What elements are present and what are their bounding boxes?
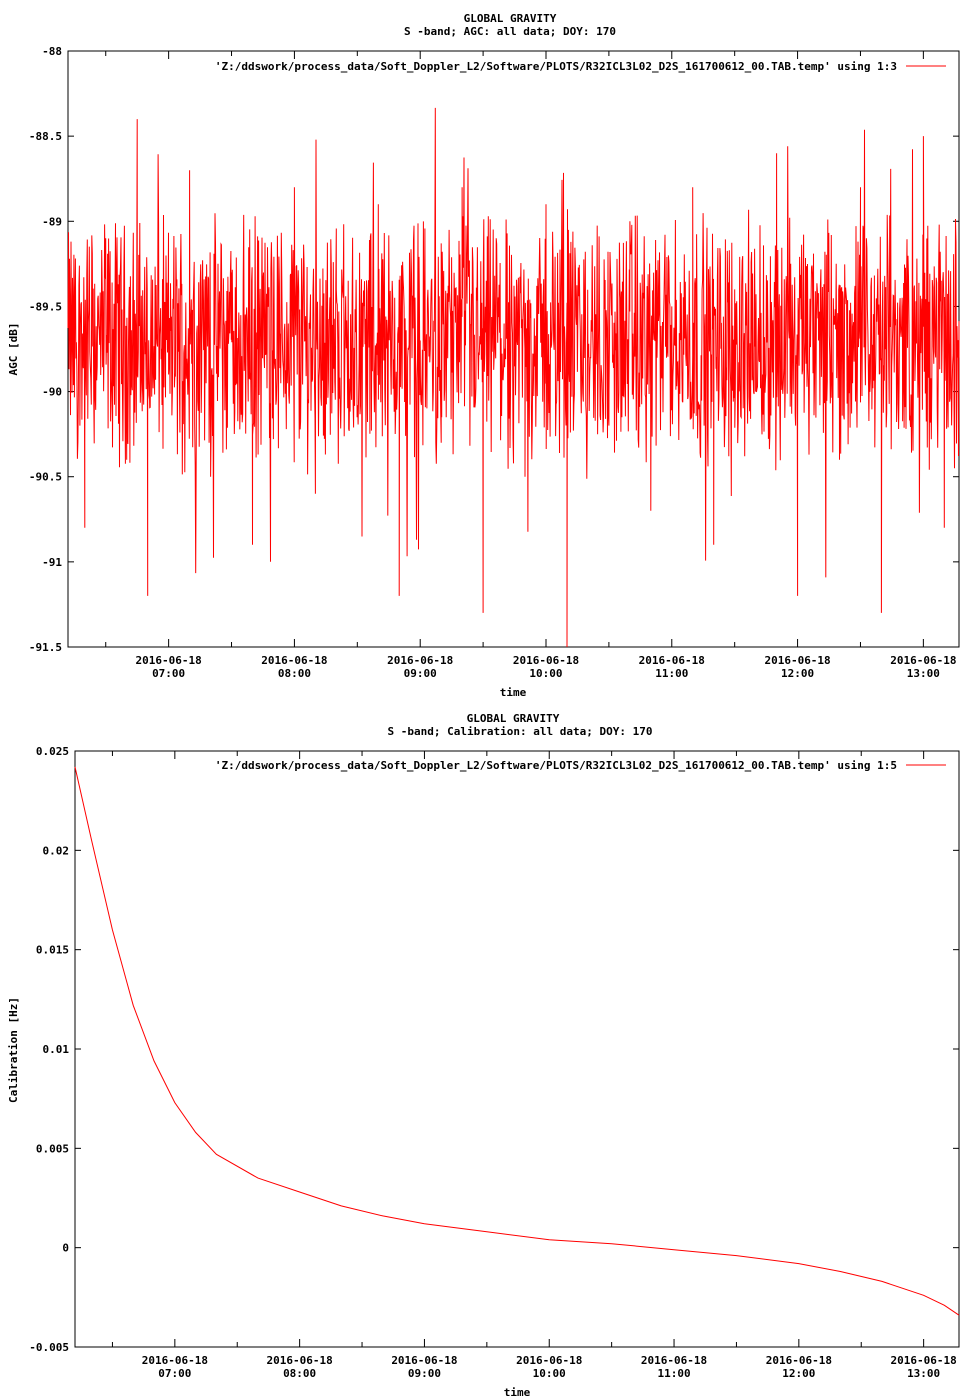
x-tick-label-time: 11:00: [655, 667, 688, 680]
y-tick-label: 0.02: [43, 844, 70, 857]
x-tick-label-date: 2016-06-18: [639, 654, 705, 667]
y-tick-label: -90.5: [29, 471, 62, 484]
x-tick-label-date: 2016-06-18: [641, 1354, 707, 1367]
y-tick-label: 0.015: [36, 944, 69, 957]
x-tick-label-date: 2016-06-18: [764, 654, 830, 667]
x-tick-label-date: 2016-06-18: [766, 1354, 832, 1367]
x-tick-label-date: 2016-06-18: [267, 1354, 333, 1367]
x-tick-label-time: 08:00: [278, 667, 311, 680]
x-axis-ticks: 2016-06-1807:002016-06-1808:002016-06-18…: [111, 751, 957, 1380]
x-tick-label-time: 12:00: [781, 667, 814, 680]
x-tick-label-time: 08:00: [283, 1367, 316, 1380]
x-tick-label-time: 07:00: [158, 1367, 191, 1380]
y-tick-label: -89: [42, 215, 62, 228]
y-tick-label: 0.005: [36, 1142, 69, 1155]
calibration-chart: GLOBAL GRAVITY S -band; Calibration: all…: [7, 712, 960, 1399]
x-axis-ticks: 2016-06-1807:002016-06-1808:002016-06-18…: [105, 51, 956, 680]
series-line: [74, 766, 960, 1316]
x-axis-label: time: [500, 686, 527, 699]
y-axis-ticks: 0.025 0.02 0.015 0.01 0.005 0 -0.005: [29, 745, 959, 1354]
x-tick-label-date: 2016-06-18: [890, 654, 956, 667]
x-tick-label-time: 13:00: [907, 1367, 940, 1380]
x-axis-label: time: [504, 1386, 531, 1399]
x-tick-label-time: 10:00: [529, 667, 562, 680]
y-tick-label: 0.025: [36, 745, 69, 758]
legend-label: 'Z:/ddswork/process_data/Soft_Doppler_L2…: [215, 759, 897, 772]
x-tick-label-date: 2016-06-18: [136, 654, 202, 667]
series-line: [67, 107, 960, 648]
chart-title: GLOBAL GRAVITY: [464, 12, 557, 25]
y-tick-label: -91.5: [29, 641, 62, 654]
x-tick-label-time: 10:00: [533, 1367, 566, 1380]
x-tick-label-date: 2016-06-18: [513, 654, 579, 667]
x-tick-label-date: 2016-06-18: [261, 654, 327, 667]
x-tick-label-date: 2016-06-18: [516, 1354, 582, 1367]
y-tick-label: 0.01: [43, 1043, 70, 1056]
y-tick-label: -88: [42, 45, 62, 58]
series-group: [74, 766, 960, 1316]
plot-frame: [74, 750, 960, 1348]
y-tick-label: -0.005: [29, 1341, 69, 1354]
x-tick-label-time: 09:00: [408, 1367, 441, 1380]
x-tick-label-time: 12:00: [782, 1367, 815, 1380]
chart-subtitle: S -band; Calibration: all data; DOY: 170: [388, 725, 653, 738]
x-tick-label-date: 2016-06-18: [142, 1354, 208, 1367]
chart-title: GLOBAL GRAVITY: [467, 712, 560, 725]
x-tick-label-date: 2016-06-18: [387, 654, 453, 667]
x-tick-label-time: 13:00: [907, 667, 940, 680]
chart-subtitle: S -band; AGC: all data; DOY: 170: [404, 25, 616, 38]
x-tick-label-date: 2016-06-18: [391, 1354, 457, 1367]
y-tick-label: 0: [62, 1242, 69, 1255]
x-tick-label-time: 09:00: [404, 667, 437, 680]
y-tick-label: -89.5: [29, 300, 62, 313]
x-tick-label-time: 11:00: [657, 1367, 690, 1380]
x-tick-label-date: 2016-06-18: [891, 1354, 957, 1367]
y-tick-label: -91: [42, 556, 62, 569]
legend-label: 'Z:/ddswork/process_data/Soft_Doppler_L2…: [215, 60, 897, 73]
y-tick-label: -88.5: [29, 130, 62, 143]
y-axis-label: AGC [dB]: [7, 323, 20, 376]
y-tick-label: -90: [42, 386, 62, 399]
y-axis-label: Calibration [Hz]: [7, 997, 20, 1103]
agc-chart: GLOBAL GRAVITY S -band; AGC: all data; D…: [7, 12, 960, 699]
x-tick-label-time: 07:00: [152, 667, 185, 680]
series-group: [67, 107, 960, 648]
